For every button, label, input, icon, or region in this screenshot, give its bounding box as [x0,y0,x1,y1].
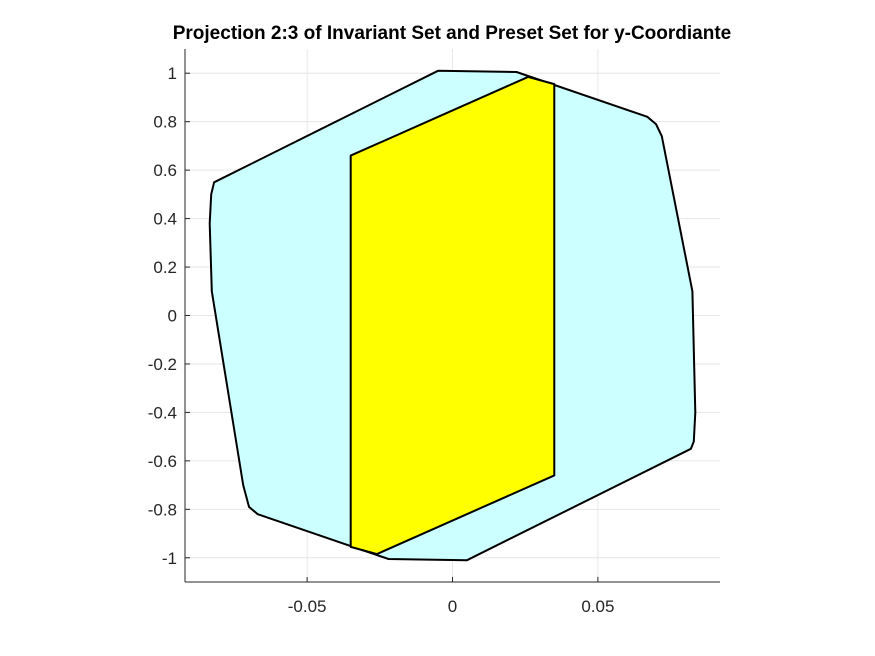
plot-area [208,69,697,562]
y-tick-label: 0.2 [153,258,177,277]
x-tick-label: 0.05 [581,597,614,616]
chart-title: Projection 2:3 of Invariant Set and Pres… [173,23,732,44]
y-tick-label: 0.4 [153,210,177,229]
y-tick-label: -0.6 [148,452,177,471]
y-tick-label: -0.2 [148,355,177,374]
y-tick-label: -1 [162,549,177,568]
y-tick-label: 0.6 [153,161,177,180]
series-2-polygon [349,75,556,556]
y-tick-label: 0.8 [153,113,177,132]
y-tick-label: -0.8 [148,500,177,519]
x-tick-label: -0.05 [288,597,327,616]
y-tick-label: 1 [168,64,177,83]
y-tick-label: 0 [168,307,177,326]
x-tick-label: 0 [448,597,457,616]
y-tick-label: -0.4 [148,403,177,422]
axes: 1 0.8 0.6 0.4 0.2 0 -0.2 -0.4 -0.6 -0.8 -1 -0.05 0 0.… [148,49,720,616]
